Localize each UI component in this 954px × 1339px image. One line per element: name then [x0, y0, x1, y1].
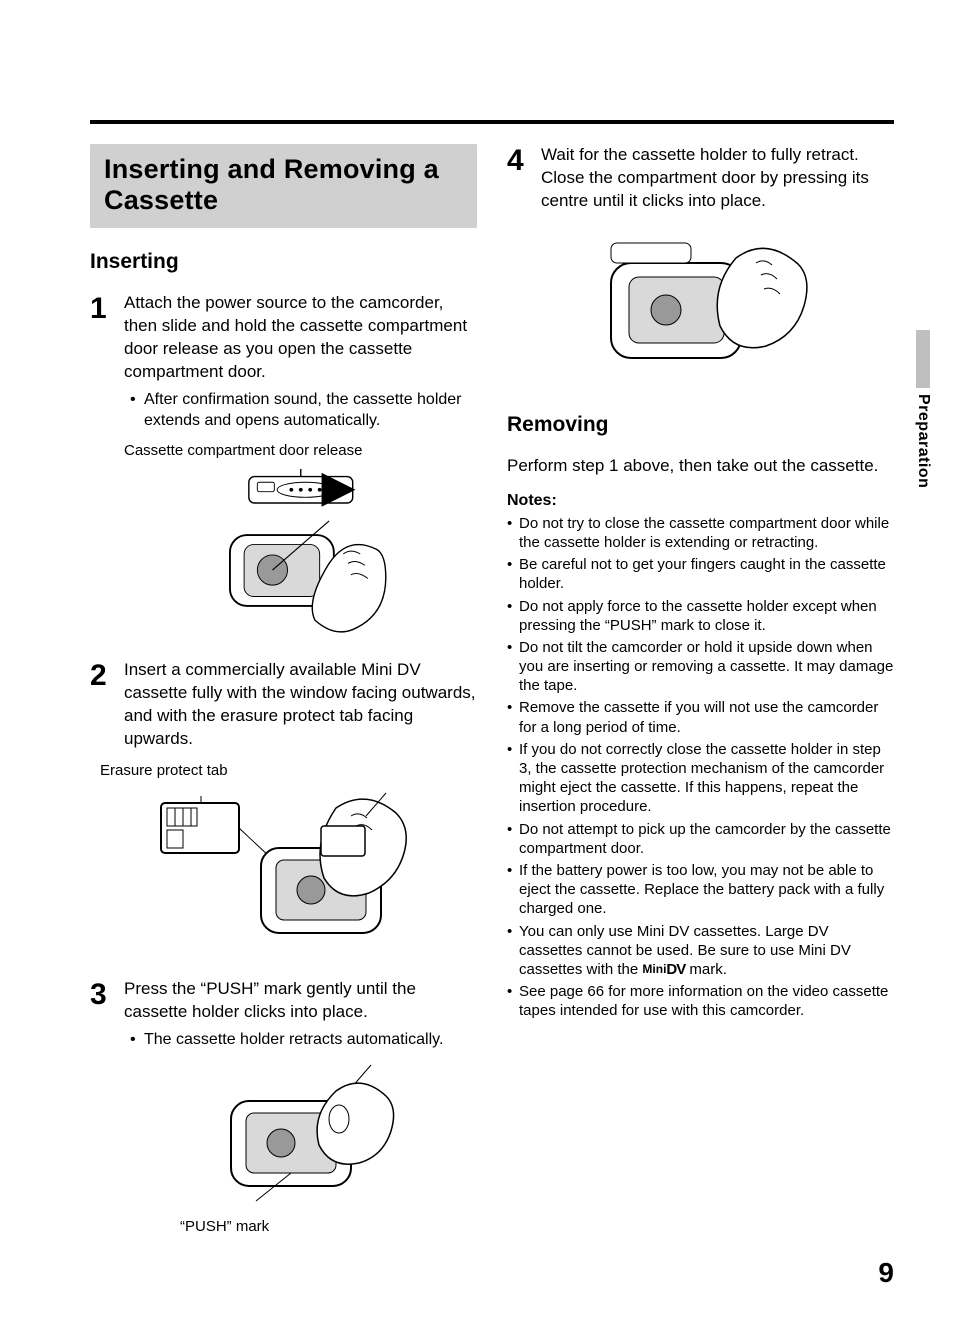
- step-3-caption: “PUSH” mark: [180, 1217, 477, 1237]
- bullet-dot: •: [507, 514, 519, 552]
- step-number: 1: [90, 292, 124, 324]
- top-rule: [90, 120, 894, 124]
- step-number: 2: [90, 659, 124, 691]
- section-title: Inserting and Removing a Cassette: [104, 154, 463, 216]
- step-text: Attach the power source to the camcorder…: [124, 292, 477, 431]
- note-text: Remove the cassette if you will not use …: [519, 698, 894, 736]
- removing-intro: Perform step 1 above, then take out the …: [507, 455, 894, 478]
- note-text: Do not apply force to the cassette holde…: [519, 597, 894, 635]
- bullet-dot: •: [507, 982, 519, 1020]
- note-text: If you do not correctly close the casset…: [519, 740, 894, 817]
- note-text: See page 66 for more information on the …: [519, 982, 894, 1020]
- bullet-text: The cassette holder retracts automatical…: [144, 1030, 443, 1051]
- minidv-mark-small: Mini: [642, 962, 666, 976]
- bullet-dot: •: [507, 597, 519, 635]
- camcorder-release-illustration: [178, 469, 424, 639]
- step-number: 3: [90, 978, 124, 1010]
- bullet-dot: •: [130, 1030, 144, 1051]
- minidv-mark-icon: DV: [666, 961, 685, 978]
- bullet-dot: •: [507, 820, 519, 858]
- inserting-heading: Inserting: [90, 250, 477, 274]
- chapter-tab-label: Preparation: [914, 394, 932, 488]
- note-item: •If you do not correctly close the casse…: [507, 740, 894, 817]
- bullet-dot: •: [507, 740, 519, 817]
- step-3-bullet: • The cassette holder retracts automatic…: [124, 1030, 477, 1051]
- close-door-illustration: [571, 223, 851, 393]
- note-item: •Do not try to close the cassette compar…: [507, 514, 894, 552]
- notes-list: •Do not try to close the cassette compar…: [507, 514, 894, 1021]
- bullet-dot: •: [130, 390, 144, 432]
- bullet-dot: •: [507, 861, 519, 919]
- step-2-caption: Erasure protect tab: [100, 761, 477, 781]
- insert-cassette-illustration: [151, 788, 451, 958]
- figure-step-2: [124, 788, 477, 958]
- note-item: •Do not tilt the camcorder or hold it up…: [507, 638, 894, 696]
- note-item: •Do not attempt to pick up the camcorder…: [507, 820, 894, 858]
- page-number: 9: [878, 1257, 894, 1289]
- figure-step-1: [124, 469, 477, 639]
- note-text: Do not attempt to pick up the camcorder …: [519, 820, 894, 858]
- manual-page: Inserting and Removing a Cassette Insert…: [0, 0, 954, 1339]
- note-item: •Do not apply force to the cassette hold…: [507, 597, 894, 635]
- bullet-dot: •: [507, 922, 519, 980]
- step-text: Press the “PUSH” mark gently until the c…: [124, 978, 477, 1051]
- step-4: 4 Wait for the cassette holder to fully …: [507, 144, 894, 213]
- note-text: Be careful not to get your fingers caugh…: [519, 555, 894, 593]
- bullet-dot: •: [507, 638, 519, 696]
- chapter-tab-bar: [916, 330, 930, 388]
- note-text: You can only use Mini DV cassettes. Larg…: [519, 922, 894, 980]
- note-item: •Remove the cassette if you will not use…: [507, 698, 894, 736]
- note-text: Do not try to close the cassette compart…: [519, 514, 894, 552]
- figure-step-3: [124, 1061, 477, 1211]
- chapter-tab: Preparation: [914, 330, 932, 488]
- section-title-box: Inserting and Removing a Cassette: [90, 144, 477, 228]
- step-1-bullet: • After confirmation sound, the cassette…: [124, 390, 477, 432]
- step-number: 4: [507, 144, 541, 176]
- step-2-text: Insert a commercially available Mini DV …: [124, 659, 477, 751]
- bullet-text: After confirmation sound, the cassette h…: [144, 390, 477, 432]
- note-item: •See page 66 for more information on the…: [507, 982, 894, 1020]
- bullet-dot: •: [507, 698, 519, 736]
- step-3: 3 Press the “PUSH” mark gently until the…: [90, 978, 477, 1051]
- removing-heading: Removing: [507, 413, 894, 437]
- note-item: •Be careful not to get your fingers caug…: [507, 555, 894, 593]
- two-column-layout: Inserting and Removing a Cassette Insert…: [90, 144, 894, 1240]
- step-1-text: Attach the power source to the camcorder…: [124, 293, 467, 381]
- figure-step-4: [527, 223, 894, 393]
- note-text: If the battery power is too low, you may…: [519, 861, 894, 919]
- note-text: Do not tilt the camcorder or hold it ups…: [519, 638, 894, 696]
- note-item: •If the battery power is too low, you ma…: [507, 861, 894, 919]
- right-column: 4 Wait for the cassette holder to fully …: [507, 144, 894, 1240]
- step-1-caption: Cassette compartment door release: [124, 441, 477, 461]
- left-column: Inserting and Removing a Cassette Insert…: [90, 144, 477, 1240]
- step-2: 2 Insert a commercially available Mini D…: [90, 659, 477, 751]
- bullet-dot: •: [507, 555, 519, 593]
- notes-heading: Notes:: [507, 492, 894, 510]
- step-4-text: Wait for the cassette holder to fully re…: [541, 144, 894, 213]
- note-item: •You can only use Mini DV cassettes. Lar…: [507, 922, 894, 980]
- push-mark-illustration: [161, 1061, 441, 1211]
- step-1: 1 Attach the power source to the camcord…: [90, 292, 477, 431]
- step-3-text: Press the “PUSH” mark gently until the c…: [124, 979, 416, 1021]
